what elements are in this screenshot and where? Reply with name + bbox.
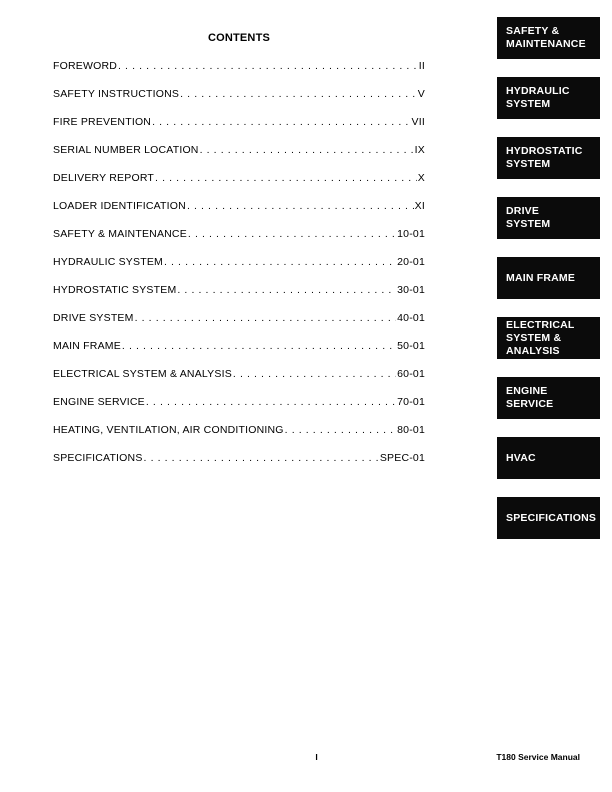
- toc-entry-page: IX: [414, 144, 425, 156]
- tab-electrical-system-analysis: ELECTRICAL SYSTEM & ANALYSIS: [497, 317, 600, 359]
- toc-entry-label: ENGINE SERVICE: [53, 396, 145, 408]
- toc-entry-loader-identification: LOADER IDENTIFICATION XI: [53, 192, 425, 220]
- tab-hydraulic-system: HYDRAULIC SYSTEM: [497, 77, 600, 119]
- toc-entry-label: HYDRAULIC SYSTEM: [53, 256, 163, 268]
- toc-entry-label: DRIVE SYSTEM: [53, 312, 134, 324]
- toc-entry-page: 50-01: [397, 340, 425, 352]
- toc-entry-page: 80-01: [397, 424, 425, 436]
- toc-entry-label: SPECIFICATIONS: [53, 452, 143, 464]
- toc-entry-electrical-system-analysis: ELECTRICAL SYSTEM & ANALYSIS 60-01: [53, 360, 425, 388]
- page-title: CONTENTS: [207, 32, 271, 44]
- toc-entry-heating-ventilation-air-conditioning: HEATING, VENTILATION, AIR CONDITIONING 80…: [53, 416, 425, 444]
- page-footer: I T180 Service Manual: [53, 752, 580, 764]
- toc-entry-page: 30-01: [397, 284, 425, 296]
- toc-entry-page: 60-01: [397, 368, 425, 380]
- toc-entry-page: SPEC-01: [379, 452, 425, 464]
- tab-hydrostatic-system: HYDROSTATIC SYSTEM: [497, 137, 600, 179]
- toc-entry-label: FOREWORD: [53, 60, 118, 72]
- toc-entry-label: SERIAL NUMBER LOCATION: [53, 144, 199, 156]
- toc-list: FOREWORD II SAFETY INSTRUCTIONS V FIRE PREVE…: [53, 52, 425, 472]
- dot-leader: [285, 424, 396, 436]
- tab-label: SAFETY & MAINTENANCE: [506, 25, 586, 50]
- section-tabs: SAFETY & MAINTENANCE HYDRAULIC SYSTEM HYDR…: [497, 17, 600, 557]
- dot-leader: [122, 340, 396, 352]
- dot-leader: [155, 172, 417, 184]
- toc-entry-page: XI: [414, 200, 425, 212]
- toc-entry-safety-instructions: SAFETY INSTRUCTIONS V: [53, 80, 425, 108]
- toc-entry-fire-prevention: FIRE PREVENTION VII: [53, 108, 425, 136]
- tab-drive-system: DRIVE SYSTEM: [497, 197, 600, 239]
- toc-entry-label: HEATING, VENTILATION, AIR CONDITIONING: [53, 424, 284, 436]
- dot-leader: [146, 396, 396, 408]
- toc-entry-hydraulic-system: HYDRAULIC SYSTEM 20-01: [53, 248, 425, 276]
- toc-entry-drive-system: DRIVE SYSTEM 40-01: [53, 304, 425, 332]
- tab-label: HVAC: [506, 451, 536, 464]
- toc-entry-main-frame: MAIN FRAME 50-01: [53, 332, 425, 360]
- footer-manual-title: T180 Service Manual: [496, 752, 580, 762]
- tab-label: SPECIFICATIONS: [506, 511, 597, 524]
- toc-entry-serial-number-location: SERIAL NUMBER LOCATION IX: [53, 136, 425, 164]
- toc-entry-page: VII: [411, 116, 425, 128]
- toc-entry-page: II: [418, 60, 425, 72]
- footer-page-number: I: [315, 752, 318, 762]
- dot-leader: [118, 60, 418, 72]
- tab-main-frame: MAIN FRAME: [497, 257, 600, 299]
- toc-entry-safety-maintenance: SAFETY & MAINTENANCE 10-01: [53, 220, 425, 248]
- tab-label: HYDROSTATIC SYSTEM: [506, 145, 583, 170]
- tab-specifications: SPECIFICATIONS: [497, 497, 600, 539]
- dot-leader: [144, 452, 379, 464]
- dot-leader: [200, 144, 414, 156]
- dot-leader: [187, 200, 414, 212]
- tab-label: DRIVE SYSTEM: [506, 205, 551, 230]
- toc-entry-specifications: SPECIFICATIONS SPEC-01: [53, 444, 425, 472]
- tab-label: ENGINE SERVICE: [506, 385, 554, 410]
- toc-entry-page: X: [417, 172, 425, 184]
- toc-entry-label: SAFETY INSTRUCTIONS: [53, 88, 180, 100]
- dot-leader: [135, 312, 397, 324]
- dot-leader: [233, 368, 396, 380]
- tab-hvac: HVAC: [497, 437, 600, 479]
- toc-entry-label: HYDROSTATIC SYSTEM: [53, 284, 177, 296]
- tab-engine-service: ENGINE SERVICE: [497, 377, 600, 419]
- dot-leader: [188, 228, 396, 240]
- toc-entry-page: 70-01: [397, 396, 425, 408]
- toc-entry-label: FIRE PREVENTION: [53, 116, 152, 128]
- toc-entry-page: 20-01: [397, 256, 425, 268]
- tab-safety-maintenance: SAFETY & MAINTENANCE: [497, 17, 600, 59]
- toc-entry-page: 10-01: [397, 228, 425, 240]
- toc-entry-engine-service: ENGINE SERVICE 70-01: [53, 388, 425, 416]
- dot-leader: [177, 284, 396, 296]
- toc-column: CONTENTS FOREWORDIISAFETY INSTRUCTIONSVF…: [53, 32, 425, 472]
- toc-entry-label: SAFETY & MAINTENANCE: [53, 228, 187, 240]
- dot-leader: [164, 256, 396, 268]
- toc-entry-page: 40-01: [397, 312, 425, 324]
- tab-label: HYDRAULIC SYSTEM: [506, 85, 570, 110]
- toc-entry-label: ELECTRICAL SYSTEM & ANALYSIS: [53, 368, 232, 380]
- dot-leader: [152, 116, 410, 128]
- toc-entry-hydrostatic-system: HYDROSTATIC SYSTEM 30-01: [53, 276, 425, 304]
- toc-entry-foreword: FOREWORD II: [53, 52, 425, 80]
- tab-label: ELECTRICAL SYSTEM & ANALYSIS: [506, 318, 575, 357]
- toc-entry-label: LOADER IDENTIFICATION: [53, 200, 186, 212]
- toc-entry-label: MAIN FRAME: [53, 340, 121, 352]
- dot-leader: [180, 88, 417, 100]
- tab-label: MAIN FRAME: [506, 271, 576, 284]
- toc-entry-page: V: [417, 88, 425, 100]
- toc-entry-label: DELIVERY REPORT: [53, 172, 155, 184]
- toc-entry-delivery-report: DELIVERY REPORT X: [53, 164, 425, 192]
